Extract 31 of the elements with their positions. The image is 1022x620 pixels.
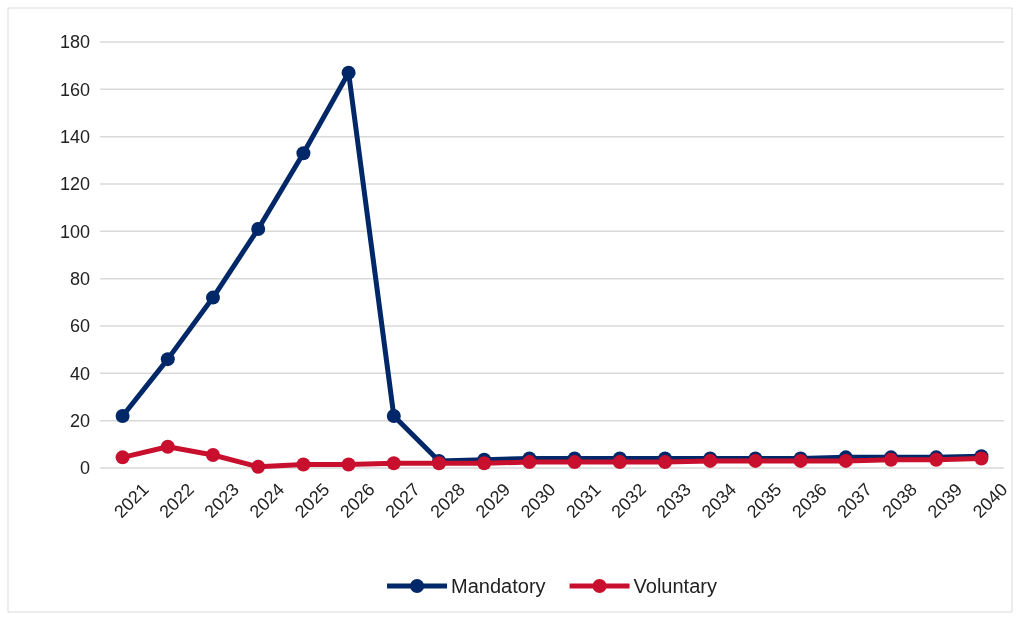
y-tick-label: 0 <box>79 458 90 479</box>
y-tick-label: 180 <box>59 32 90 53</box>
point <box>612 455 627 470</box>
point <box>296 457 311 472</box>
legend-label: Mandatory <box>451 575 546 597</box>
point <box>206 447 220 462</box>
point <box>386 408 401 423</box>
y-tick-label: 140 <box>59 126 90 147</box>
point <box>206 290 220 305</box>
point <box>115 450 130 465</box>
point <box>567 455 582 470</box>
point <box>251 459 266 474</box>
point <box>386 456 401 471</box>
y-tick-label: 60 <box>69 316 90 337</box>
point <box>341 457 356 472</box>
y-tick-label: 100 <box>59 221 90 242</box>
legend-label: Voluntary <box>633 575 717 597</box>
point <box>522 455 537 470</box>
point <box>115 408 130 423</box>
point <box>477 456 492 471</box>
point <box>251 221 266 236</box>
y-tick-label: 40 <box>69 363 90 384</box>
y-tick-label: 160 <box>59 79 90 100</box>
y-tick-label: 80 <box>69 268 90 289</box>
point <box>658 455 672 470</box>
point <box>160 352 175 367</box>
y-tick-label: 20 <box>69 410 90 431</box>
point <box>341 65 356 80</box>
point <box>160 439 175 454</box>
point <box>296 146 311 161</box>
y-tick-label: 120 <box>59 174 90 195</box>
